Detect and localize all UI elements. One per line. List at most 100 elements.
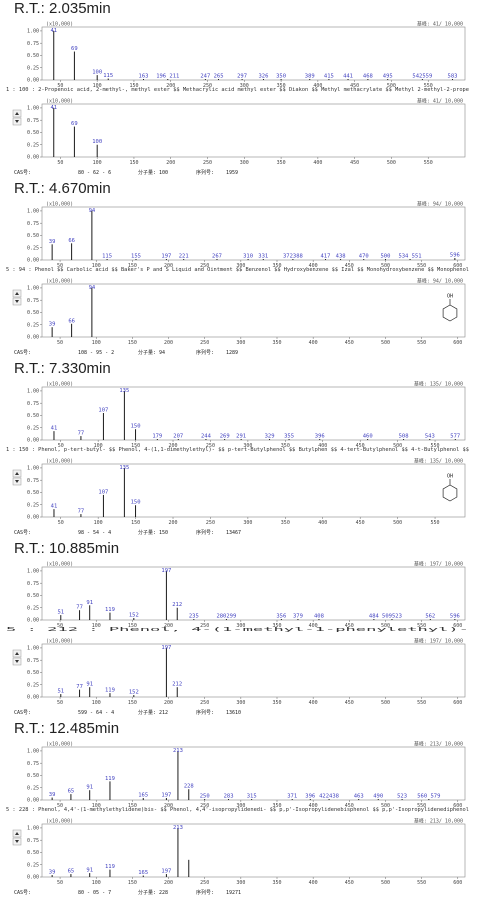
y-tick-label: 1.00 — [27, 286, 39, 292]
y-tick-label: 0.25 — [27, 682, 39, 688]
y-tick-label: 1.00 — [27, 209, 39, 215]
y-tick-label: 1.00 — [27, 389, 39, 395]
x-tick-label: 200 — [164, 700, 173, 706]
panel-scroll-arrows[interactable] — [12, 469, 22, 486]
x-tick-label: 150 — [128, 700, 137, 706]
x-tick-label: 200 — [166, 83, 175, 89]
panel-scroll-arrows[interactable] — [12, 289, 22, 306]
peak-label: 221 — [179, 254, 189, 260]
x-tick-label: 600 — [453, 263, 462, 269]
peak-label: 66 — [68, 238, 75, 244]
peak-label: 119 — [105, 776, 115, 782]
x-tick-label: 600 — [453, 340, 462, 346]
x-tick-label: 450 — [345, 263, 354, 269]
peak-label: 39 — [49, 870, 56, 876]
x-tick-label: 100 — [94, 443, 103, 449]
x-tick-label: 350 — [272, 880, 281, 886]
y-tick-label: 0.75 — [27, 581, 39, 587]
spectrum-chart: 0.00 0.25 0.50 0.75 1.00 50 100 150 200 250 300 350… — [6, 741, 469, 897]
y-tick-label: 0.50 — [27, 233, 39, 239]
y-tick-label: 0.25 — [27, 862, 39, 868]
peak-label: 523 — [397, 794, 407, 800]
base-peak-label: 基峰: 213/ 10,000 — [414, 741, 463, 748]
x-tick-label: 450 — [350, 160, 359, 166]
peak-label: 115 — [103, 73, 113, 79]
peak-label: 490 — [373, 794, 383, 800]
peak-label: 583 — [448, 74, 458, 80]
peak-label: 543 — [425, 434, 435, 440]
y-tick-label: 1.00 — [27, 106, 39, 112]
benzene-ring — [442, 484, 458, 502]
x-tick-label: 100 — [92, 340, 101, 346]
peak-label: 508 — [399, 434, 409, 440]
peak-label: 207 — [173, 434, 183, 440]
peak-label: 422438 — [319, 794, 339, 800]
panel-scroll-arrows[interactable] — [12, 649, 22, 666]
peak-label: 213 — [173, 825, 183, 831]
peak-label: 150 — [131, 500, 141, 506]
x-tick-label: 550 — [417, 340, 426, 346]
x-tick-label: 150 — [129, 83, 138, 89]
molecular-weight: 分子量: 100 — [138, 169, 168, 176]
x-tick-label: 450 — [356, 443, 365, 449]
spectrum-block-4: R.T.: 10.885min 0.00 0.25 0.50 0.75 1.00 50 10… — [0, 540, 495, 720]
serial-value: 1959 — [226, 170, 238, 176]
x-tick-label: 550 — [431, 520, 440, 526]
y-tick-label: 0.25 — [27, 605, 39, 611]
bottom-panel-spectrum: 0.00 0.25 0.50 0.75 1.00 50 100 150 200 250 300 350… — [27, 278, 466, 346]
peak-label: 41 — [50, 28, 57, 34]
peak-label: 155 — [131, 254, 141, 260]
y-tick-label: 0.00 — [27, 695, 39, 701]
intensity-scale-label: (x10,000) — [46, 382, 73, 388]
peak-label: 152 — [129, 690, 139, 696]
base-peak-label: 基峰: 213/ 10,000 — [414, 818, 463, 825]
x-tick-label: 350 — [272, 803, 281, 809]
peak-label: 315 — [247, 794, 257, 800]
y-tick-label: 0.50 — [27, 413, 39, 419]
peak-label: 596 — [450, 253, 460, 259]
x-tick-label: 350 — [281, 520, 290, 526]
peak-label: 212 — [172, 602, 182, 608]
peak-label: 562 — [425, 614, 435, 620]
retention-time: R.T.: 2.035min — [14, 0, 111, 17]
x-tick-label: 50 — [57, 880, 63, 886]
y-tick-label: 0.00 — [27, 798, 39, 804]
peak-label: 39 — [49, 322, 56, 328]
x-tick-label: 350 — [272, 263, 281, 269]
panel-scroll-arrows[interactable] — [12, 829, 22, 846]
x-tick-label: 350 — [272, 340, 281, 346]
peak-label: 39 — [49, 792, 56, 798]
peak-label: 356 — [276, 614, 286, 620]
peak-label: 371 — [287, 794, 297, 800]
base-peak-label: 基峰: 41/ 10,000 — [417, 21, 463, 28]
base-peak-label: 基峰: 197/ 10,000 — [414, 561, 463, 568]
y-tick-label: 0.00 — [27, 155, 39, 161]
peak-label: 66 — [68, 318, 75, 324]
cas-label: CAS号: — [14, 350, 31, 356]
x-tick-label: 100 — [92, 880, 101, 886]
serial-label: 序列号: — [196, 529, 214, 536]
x-tick-label: 150 — [128, 340, 137, 346]
spectrum-chart: 0.00 0.25 0.50 0.75 1.00 50 100 150 200 250 300 350… — [6, 21, 469, 177]
y-tick-label: 0.50 — [27, 593, 39, 599]
x-tick-label: 250 — [203, 83, 212, 89]
x-tick-label: 350 — [281, 443, 290, 449]
y-tick-label: 0.00 — [27, 438, 39, 444]
bottom-panel-spectrum: 0.00 0.25 0.50 0.75 1.00 50 100 150 200 250 300 350… — [27, 98, 466, 166]
x-tick-label: 300 — [236, 880, 245, 886]
x-tick-label: 50 — [57, 263, 63, 269]
base-peak-label: 基峰: 197/ 10,000 — [414, 638, 463, 645]
x-tick-label: 150 — [129, 160, 138, 166]
library-hit-legend: 5 : 212 : Phenol, 4-(1-methyl-1-phenylet… — [6, 627, 469, 633]
spectrum-chart: 0.00 0.25 0.50 0.75 1.00 50 100 150 200 250 300 350… — [6, 201, 469, 357]
panel-scroll-arrows[interactable] — [12, 109, 22, 126]
cas-label: CAS号: — [14, 170, 31, 176]
y-tick-label: 0.00 — [27, 618, 39, 624]
y-tick-label: 1.00 — [27, 826, 39, 832]
peak-label: 65 — [68, 789, 75, 795]
plot-frame — [41, 566, 466, 621]
peak-label: 197 — [161, 645, 171, 651]
x-tick-label: 350 — [272, 623, 281, 629]
peak-label: 165 — [138, 870, 148, 876]
x-tick-label: 350 — [277, 160, 286, 166]
